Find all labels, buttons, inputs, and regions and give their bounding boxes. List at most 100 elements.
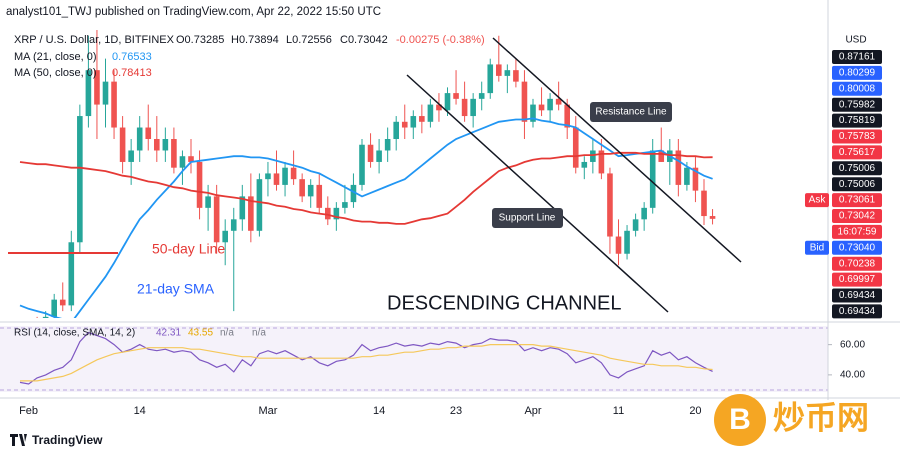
- candle-body: [154, 139, 160, 151]
- candle-body: [470, 98, 476, 117]
- price-tag: [832, 129, 882, 144]
- candle-body: [196, 161, 203, 208]
- price-tag-label: 0.73042: [839, 211, 876, 222]
- candle-body: [239, 196, 246, 220]
- rsi-line: [19, 331, 713, 385]
- rsi-line: [20, 344, 713, 382]
- rsi-pane: [19, 331, 713, 385]
- candle-body: [68, 242, 75, 306]
- ma-legend: MA (21, close, 0) 0.76533 MA (50, close, 0…: [14, 51, 152, 79]
- candle-body: [282, 167, 288, 185]
- rsi-legend: RSI (14, close, SMA, 14, 2): [14, 328, 135, 339]
- price-tag-label: 0.69434: [839, 290, 876, 301]
- x-tick-label: 20: [689, 405, 701, 417]
- price-tag: [832, 161, 882, 176]
- candle-body: [453, 93, 459, 99]
- annotation: Support Line: [499, 213, 556, 224]
- channel-line: [406, 74, 669, 313]
- candle-body: [675, 150, 682, 185]
- rsi-legend-value: 43.55: [188, 328, 213, 339]
- candle-body: [42, 316, 49, 318]
- x-axis: Feb 14 Mar 14 23 Apr 11 20: [19, 405, 702, 417]
- candle-body: [59, 299, 66, 306]
- candle-body: [555, 98, 562, 105]
- candle-body: [436, 104, 442, 111]
- candle-body: [111, 81, 117, 128]
- candle-body: [145, 127, 152, 140]
- price-tag: [832, 288, 882, 303]
- price-pane: [19, 30, 716, 318]
- symbol-title: XRP / U.S. Dollar, 1D, BITFINEX: [14, 34, 175, 46]
- candle-body: [342, 202, 348, 208]
- candle-body: [77, 116, 83, 243]
- price-tag-side: [805, 240, 829, 255]
- price-tag-side-label: Bid: [810, 242, 824, 253]
- price-tag-label: 0.73061: [839, 195, 876, 206]
- price-tag-label: 0.70238: [839, 258, 876, 269]
- candle-body: [478, 93, 485, 99]
- candle-body: [607, 173, 613, 237]
- watermark-logo: [714, 394, 766, 446]
- price-tags: 0.87161 0.80299 0.80008 0.75982 0.75819 0.757…: [805, 50, 882, 319]
- channel-line: [492, 37, 742, 263]
- x-tick-label: Mar: [258, 405, 277, 417]
- legend-value: 0.76533: [112, 51, 152, 63]
- candle-body: [632, 219, 639, 231]
- candle-body: [530, 104, 536, 122]
- price-tag: [832, 65, 882, 80]
- price-tag: [832, 256, 882, 271]
- legend-name: MA (21, close, 0): [14, 51, 97, 63]
- price-tag: [832, 113, 882, 128]
- candle-body: [641, 207, 647, 220]
- price-tag-label: 0.80008: [839, 83, 876, 94]
- rsi-legend-values: 42.31 43.55 n/a n/a: [156, 328, 266, 339]
- annotation: 21-day SMA: [137, 281, 215, 297]
- price-tag-label: 0.87161: [839, 52, 876, 63]
- candle-body: [547, 98, 553, 111]
- price-tag-label: 0.75982: [839, 99, 876, 110]
- candle-body: [136, 127, 143, 151]
- price-tag-label: 16:07:59: [838, 227, 877, 238]
- candle-body: [538, 104, 545, 111]
- x-tick-label: Apr: [524, 405, 541, 417]
- candle-body: [649, 150, 656, 208]
- candle-body: [188, 156, 194, 162]
- candle-body: [444, 93, 451, 111]
- price-tag-label: 0.75006: [839, 179, 876, 190]
- x-tick-label: 23: [450, 405, 462, 417]
- price-tag-side-label: Ask: [809, 195, 827, 206]
- candle-body: [692, 167, 699, 191]
- candle-body: [658, 150, 665, 162]
- candle-body: [333, 207, 340, 220]
- candle-body: [94, 70, 100, 105]
- price-tag: [832, 304, 882, 319]
- candle-body: [230, 219, 237, 231]
- candle-body: [367, 144, 374, 162]
- candle-body: [709, 216, 716, 219]
- price-tag-label: 0.80299: [839, 68, 876, 79]
- x-tick-label: 14: [134, 405, 146, 417]
- candle-body: [581, 161, 588, 168]
- candle-body: [350, 184, 357, 203]
- candle-body: [504, 70, 511, 76]
- tv-logo: [10, 434, 27, 446]
- price-tag: [832, 177, 882, 192]
- price-tag-side: [805, 193, 829, 208]
- price-tag-label: 0.75819: [839, 115, 876, 126]
- x-tick-label: 14: [373, 405, 385, 417]
- ohlc-value: C0.73042: [340, 34, 388, 46]
- x-tick-label: 11: [613, 405, 624, 417]
- price-tag-label: 0.69434: [839, 306, 876, 317]
- candle-body: [624, 230, 630, 254]
- candle-body: [222, 230, 228, 243]
- price-scale-label: USD: [845, 35, 866, 46]
- candle-body: [307, 184, 314, 197]
- price-tag: [832, 209, 882, 223]
- price-tag: [832, 145, 882, 160]
- candle-body: [598, 150, 605, 174]
- price-tag-label: 0.73040: [839, 242, 876, 253]
- candle-body: [256, 179, 263, 231]
- candle-body: [401, 121, 408, 128]
